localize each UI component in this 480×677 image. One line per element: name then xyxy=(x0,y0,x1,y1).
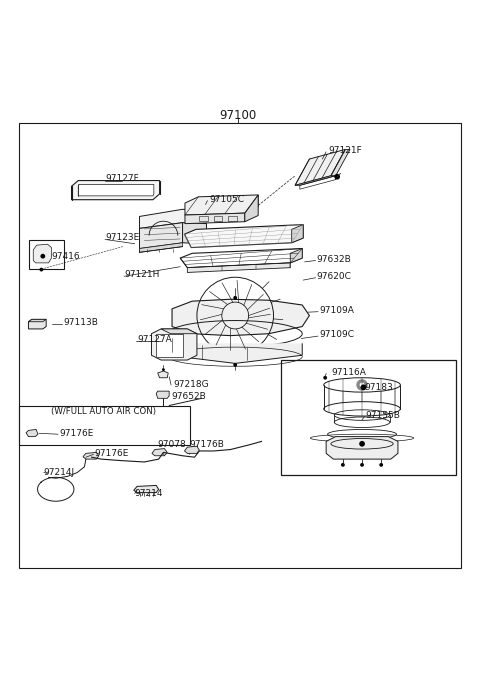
Circle shape xyxy=(334,174,340,179)
Polygon shape xyxy=(326,437,398,459)
Bar xyxy=(156,334,182,357)
Circle shape xyxy=(39,267,43,271)
Polygon shape xyxy=(184,225,303,248)
Bar xyxy=(214,216,222,221)
Text: 97214: 97214 xyxy=(135,489,163,498)
Polygon shape xyxy=(295,176,336,185)
Polygon shape xyxy=(33,244,51,263)
Polygon shape xyxy=(182,223,206,244)
Polygon shape xyxy=(152,449,167,456)
Bar xyxy=(19,406,190,445)
Polygon shape xyxy=(72,181,159,200)
Text: 97127A: 97127A xyxy=(137,335,172,344)
Polygon shape xyxy=(28,320,46,322)
Polygon shape xyxy=(187,263,290,272)
Text: 97176E: 97176E xyxy=(94,450,128,458)
Polygon shape xyxy=(172,299,310,336)
Circle shape xyxy=(360,463,364,466)
Polygon shape xyxy=(168,343,302,364)
Text: 97121H: 97121H xyxy=(124,270,159,280)
Bar xyxy=(281,360,456,475)
Polygon shape xyxy=(83,452,99,459)
Polygon shape xyxy=(292,225,303,243)
Text: 97100: 97100 xyxy=(219,109,256,122)
Polygon shape xyxy=(295,150,345,185)
Text: 97078: 97078 xyxy=(157,440,186,449)
Circle shape xyxy=(233,296,237,300)
Polygon shape xyxy=(331,150,350,176)
Text: 97123E: 97123E xyxy=(105,234,139,242)
Polygon shape xyxy=(26,429,38,437)
Text: 97105C: 97105C xyxy=(209,195,244,204)
Text: 97632B: 97632B xyxy=(317,255,351,263)
Polygon shape xyxy=(180,248,302,267)
Text: 97620C: 97620C xyxy=(317,271,351,281)
Text: 97176E: 97176E xyxy=(59,429,94,438)
Text: 97416: 97416 xyxy=(51,252,80,261)
Text: 97109C: 97109C xyxy=(319,330,354,339)
Polygon shape xyxy=(161,329,197,334)
Polygon shape xyxy=(78,184,154,196)
Circle shape xyxy=(162,368,165,371)
Circle shape xyxy=(360,383,364,387)
Text: 97176B: 97176B xyxy=(190,440,225,449)
Polygon shape xyxy=(152,329,197,360)
Circle shape xyxy=(323,376,327,380)
Text: 97113B: 97113B xyxy=(63,318,98,327)
Bar xyxy=(228,216,237,221)
Polygon shape xyxy=(185,195,258,215)
Circle shape xyxy=(360,385,366,390)
Text: 97218G: 97218G xyxy=(173,380,209,389)
Circle shape xyxy=(379,463,383,466)
Text: 97652B: 97652B xyxy=(171,393,206,401)
Bar xyxy=(29,240,64,269)
Circle shape xyxy=(356,379,368,391)
Polygon shape xyxy=(290,248,302,263)
Text: 97109A: 97109A xyxy=(319,306,354,315)
Text: 97183: 97183 xyxy=(364,383,393,392)
Polygon shape xyxy=(140,223,182,248)
Text: (W/FULL AUTO AIR CON): (W/FULL AUTO AIR CON) xyxy=(51,407,156,416)
Text: 97121F: 97121F xyxy=(328,146,362,155)
Polygon shape xyxy=(185,213,245,223)
Polygon shape xyxy=(157,371,168,378)
Polygon shape xyxy=(140,243,182,253)
Polygon shape xyxy=(140,209,206,228)
Polygon shape xyxy=(245,195,258,222)
Text: 97116A: 97116A xyxy=(331,368,366,376)
Polygon shape xyxy=(184,446,199,454)
Polygon shape xyxy=(134,485,158,493)
Circle shape xyxy=(233,363,237,367)
Polygon shape xyxy=(28,320,46,329)
Circle shape xyxy=(359,441,365,447)
Text: 97155B: 97155B xyxy=(365,410,400,420)
Bar xyxy=(199,216,208,221)
Circle shape xyxy=(341,463,345,466)
Circle shape xyxy=(40,254,45,259)
Text: 97127F: 97127F xyxy=(106,174,139,183)
Text: 97214J: 97214J xyxy=(44,468,75,477)
Polygon shape xyxy=(156,391,169,398)
